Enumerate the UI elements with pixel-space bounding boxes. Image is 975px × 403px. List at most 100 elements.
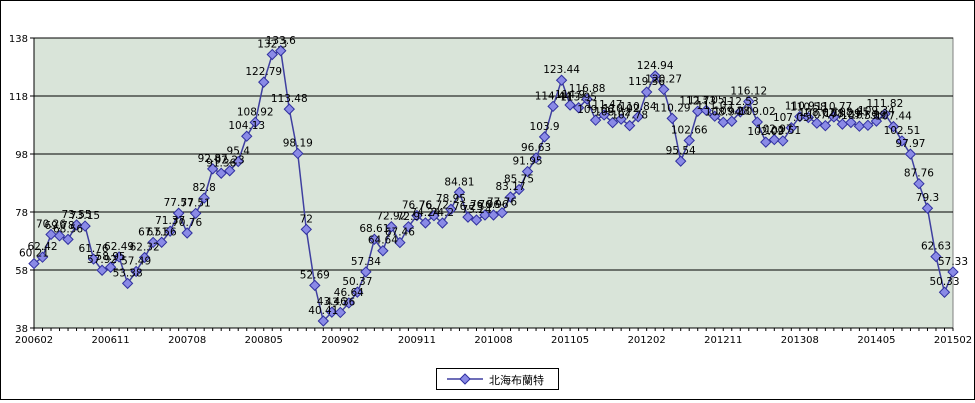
plot-area bbox=[33, 37, 954, 329]
data-label: 62.49 bbox=[104, 241, 134, 253]
y-tick-label: 78 bbox=[15, 208, 28, 219]
data-point bbox=[419, 217, 432, 229]
data-point bbox=[921, 202, 934, 214]
data-point bbox=[487, 209, 500, 221]
data-point bbox=[147, 236, 159, 249]
data-label: 109.66 bbox=[577, 104, 614, 116]
data-label: 113.95 bbox=[560, 92, 597, 104]
data-label: 110.58 bbox=[790, 102, 827, 114]
data-label: 74.2 bbox=[431, 207, 454, 219]
data-label: 67.51 bbox=[138, 226, 168, 238]
data-label: 102.51 bbox=[884, 125, 921, 137]
data-label: 110.9 bbox=[785, 101, 815, 113]
data-label: 58.95 bbox=[96, 251, 126, 263]
diamond-marker-line-icon bbox=[447, 373, 483, 385]
data-label: 109.28 bbox=[713, 105, 750, 117]
data-point bbox=[351, 286, 364, 298]
data-point bbox=[453, 186, 466, 198]
data-label: 111.82 bbox=[867, 98, 904, 110]
data-label: 77.57 bbox=[164, 197, 194, 209]
data-point bbox=[462, 211, 474, 223]
data-point bbox=[657, 83, 670, 96]
data-point bbox=[164, 225, 176, 237]
data-point bbox=[45, 228, 57, 241]
data-label: 108.94 bbox=[705, 106, 742, 118]
data-label: 102.66 bbox=[671, 124, 708, 136]
data-point bbox=[241, 130, 253, 142]
data-point bbox=[189, 207, 202, 220]
data-point bbox=[334, 306, 347, 319]
data-point bbox=[215, 167, 227, 179]
data-label: 76.72 bbox=[419, 200, 449, 212]
x-tick-label: 200902 bbox=[321, 335, 359, 346]
data-point bbox=[155, 236, 168, 248]
data-point bbox=[377, 245, 389, 257]
data-label: 107.59 bbox=[841, 110, 878, 122]
data-point bbox=[275, 45, 287, 57]
data-point bbox=[734, 106, 746, 118]
data-label: 64.64 bbox=[368, 235, 398, 247]
data-point bbox=[198, 192, 210, 204]
data-point bbox=[224, 165, 236, 177]
data-point bbox=[819, 119, 832, 132]
data-point bbox=[555, 74, 568, 86]
data-point bbox=[530, 152, 542, 164]
data-point bbox=[326, 306, 338, 318]
x-tick-label: 201405 bbox=[857, 335, 895, 346]
data-point bbox=[428, 210, 440, 222]
data-label: 102.09 bbox=[747, 126, 784, 138]
data-point bbox=[683, 134, 695, 147]
data-label: 46.64 bbox=[334, 287, 364, 299]
x-tick-label: 201308 bbox=[781, 335, 819, 346]
data-label: 73.15 bbox=[70, 210, 100, 222]
data-label: 68.61 bbox=[359, 223, 389, 235]
data-point bbox=[62, 233, 74, 246]
data-point bbox=[360, 266, 372, 278]
data-point bbox=[70, 219, 83, 231]
data-label: 95.54 bbox=[666, 145, 696, 157]
data-label: 114.44 bbox=[535, 90, 572, 102]
data-label: 122.79 bbox=[245, 66, 282, 78]
data-label: 83.17 bbox=[495, 181, 525, 193]
x-tick-label: 201105 bbox=[551, 335, 589, 346]
y-axis-ticks: 38 58 78 98 118 138 bbox=[9, 34, 35, 335]
data-point bbox=[853, 120, 866, 132]
data-label: 103.9 bbox=[530, 121, 560, 133]
data-point bbox=[726, 115, 738, 127]
data-point bbox=[947, 266, 959, 278]
x-tick-label: 200911 bbox=[398, 335, 436, 346]
data-label: 70.26 bbox=[36, 218, 66, 230]
data-label: 77.76 bbox=[487, 197, 517, 209]
data-point bbox=[249, 116, 261, 129]
data-label: 110.29 bbox=[654, 102, 691, 114]
data-point bbox=[640, 86, 653, 98]
data-point bbox=[394, 236, 406, 249]
data-point bbox=[445, 203, 457, 215]
data-label: 57.49 bbox=[121, 255, 151, 267]
data-point bbox=[113, 251, 125, 263]
data-point bbox=[309, 279, 321, 292]
data-label: 108.85 bbox=[833, 107, 870, 119]
data-point bbox=[206, 163, 219, 175]
data-label: 52.69 bbox=[300, 269, 330, 281]
data-label: 72 bbox=[300, 213, 313, 225]
data-label: 120.27 bbox=[645, 73, 682, 85]
data-point bbox=[411, 209, 423, 222]
y-tick-label: 58 bbox=[15, 266, 28, 277]
data-label: 78.95 bbox=[436, 193, 466, 205]
data-point bbox=[938, 286, 951, 298]
data-label: 85.75 bbox=[504, 174, 534, 186]
data-label: 112.53 bbox=[722, 96, 759, 108]
data-label: 68.56 bbox=[53, 223, 83, 235]
data-label: 69.78 bbox=[44, 220, 74, 232]
data-label: 92.23 bbox=[215, 155, 245, 167]
data-label: 113.05 bbox=[688, 94, 725, 106]
data-label: 70.76 bbox=[172, 217, 202, 229]
data-point bbox=[777, 135, 789, 147]
data-label: 62.32 bbox=[130, 241, 160, 253]
data-point bbox=[930, 250, 942, 263]
data-label: 50.33 bbox=[929, 276, 959, 288]
data-label: 76.96 bbox=[470, 199, 500, 211]
data-label: 124.94 bbox=[637, 60, 674, 72]
